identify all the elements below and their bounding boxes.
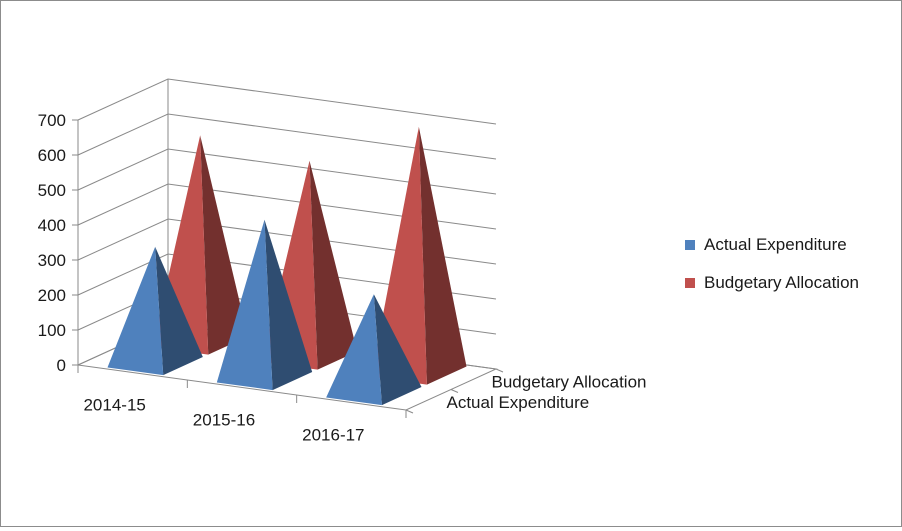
pyramid-bar (216, 219, 313, 391)
legend: Actual Expenditure Budgetary Allocation (685, 233, 859, 309)
legend-item-actual: Actual Expenditure (685, 233, 859, 257)
pyramid-bar (326, 294, 422, 406)
pyramid-side-face (373, 294, 422, 406)
x-tick-label: 2015-16 (193, 411, 255, 430)
y-tick-label: 500 (38, 181, 66, 200)
depth-axis-label: Actual Expenditure (447, 393, 590, 412)
depth-tick-mark (450, 389, 459, 393)
y-tick-label: 700 (38, 111, 66, 130)
x-tick-label: 2016-17 (302, 426, 364, 445)
depth-axis-label: Budgetary Allocation (492, 372, 647, 391)
pyramid-side-face (155, 246, 203, 376)
legend-label-budget: Budgetary Allocation (704, 273, 859, 292)
y-tick-label: 0 (57, 356, 66, 375)
gridline (77, 218, 497, 265)
pyramid-front-face (326, 294, 382, 406)
pyramid-side-face (200, 135, 248, 355)
y-tick-label: 200 (38, 286, 66, 305)
pyramid-side-face (309, 160, 358, 370)
legend-label-actual: Actual Expenditure (704, 235, 847, 254)
pyramid-front-face (216, 219, 273, 391)
y-tick-label: 300 (38, 251, 66, 270)
depth-tick-mark (405, 409, 414, 414)
gridline (77, 253, 497, 300)
y-tick-label: 400 (38, 216, 66, 235)
legend-item-budget: Budgetary Allocation (685, 271, 859, 295)
pyramid-front-face (107, 246, 164, 376)
pyramid-side-face (418, 126, 467, 385)
gridline (77, 78, 497, 125)
gridline (77, 113, 497, 160)
y-tick-label: 100 (38, 321, 66, 340)
y-tick-label: 600 (38, 146, 66, 165)
depth-tick-mark (495, 368, 504, 373)
legend-swatch-actual (685, 240, 695, 250)
pyramid-side-face (264, 219, 313, 391)
x-tick-label: 2014-15 (83, 396, 145, 415)
pyramid-bar (107, 246, 203, 376)
gridline (77, 183, 497, 230)
gridline (77, 148, 497, 195)
legend-swatch-budget (685, 278, 695, 288)
